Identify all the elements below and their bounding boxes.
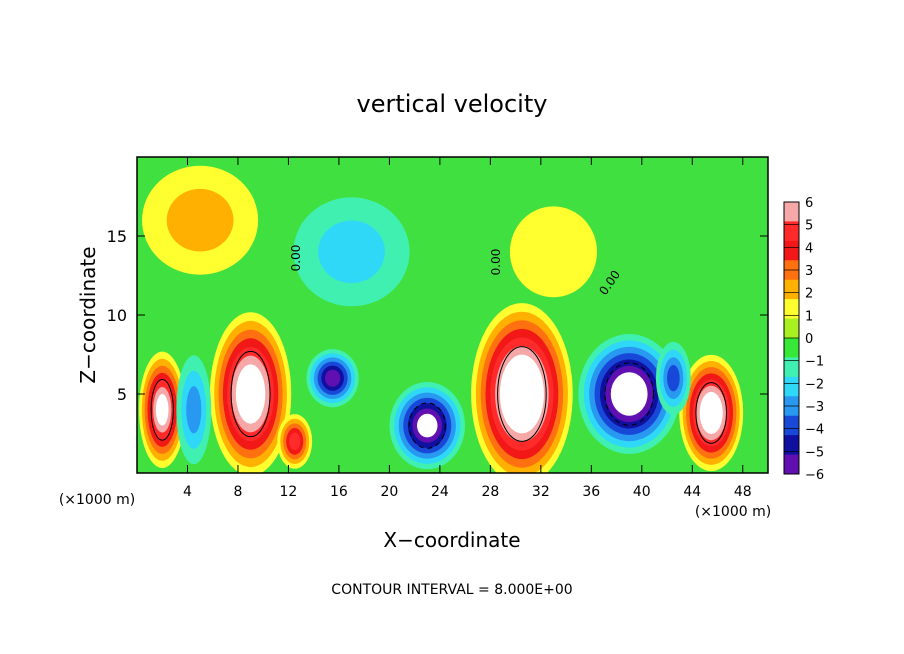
field-updraft-1-level-8 bbox=[240, 373, 261, 415]
colorbar-label: 4 bbox=[805, 241, 813, 256]
colorbar-swatch bbox=[784, 415, 799, 436]
colorbar-swatch bbox=[784, 202, 799, 222]
colorbar-swatch bbox=[784, 318, 799, 339]
y-tick-label: 5 bbox=[117, 385, 127, 404]
field-weak-11-level-2 bbox=[318, 220, 385, 284]
x-tick-label: 36 bbox=[582, 484, 600, 500]
colorbar-label: −6 bbox=[805, 468, 824, 483]
field-weak-12-level-2 bbox=[528, 225, 579, 278]
colorbar-label: −5 bbox=[805, 445, 824, 460]
colorbar-label: 3 bbox=[805, 264, 813, 279]
y-axis-label: Z−coordinate bbox=[76, 246, 100, 383]
x-tick-label: 48 bbox=[734, 484, 752, 500]
x-unit-right: (×1000 m) bbox=[695, 504, 771, 520]
y-tick-label: 15 bbox=[107, 227, 127, 246]
field-downdraft-6-level-7 bbox=[417, 413, 438, 438]
chart-title: vertical velocity bbox=[357, 90, 548, 118]
field-updraft-0-level-7 bbox=[155, 394, 169, 426]
colorbar-label: −2 bbox=[805, 377, 824, 392]
colorbar-swatch bbox=[784, 357, 799, 378]
contour-interval-note: CONTOUR INTERVAL = 8.000E+00 bbox=[331, 582, 572, 598]
x-tick-label: 40 bbox=[633, 484, 651, 500]
x-tick-label: 8 bbox=[233, 484, 242, 500]
contour-downdraft-7 bbox=[604, 362, 654, 426]
field-downdraft-8-level-3 bbox=[186, 386, 202, 434]
colorbar-swatch bbox=[784, 240, 799, 261]
colorbar-swatch bbox=[784, 454, 799, 475]
colorbar-label: 5 bbox=[805, 219, 813, 234]
field-updraft-3-level-9 bbox=[509, 371, 535, 417]
contour-updraft-4 bbox=[695, 382, 727, 444]
field-updraft-2-level-5 bbox=[289, 432, 301, 451]
contour-updraft-3 bbox=[497, 346, 547, 442]
x-tick-label: 12 bbox=[280, 484, 298, 500]
x-tick-label: 16 bbox=[330, 484, 348, 500]
field-weak-10-level-2 bbox=[166, 188, 234, 252]
colorbar: 6 5 4 3 2 1 0 −1 −2 −3 −4 −5 −6 bbox=[783, 196, 824, 483]
field-downdraft-7-level-8 bbox=[616, 378, 643, 410]
contour-label: 0.00 bbox=[289, 245, 303, 272]
field-downdraft-5-level-6 bbox=[324, 369, 341, 387]
y-tick-label: 10 bbox=[107, 306, 127, 325]
colorbar-label: −1 bbox=[805, 355, 824, 370]
colorbar-label: −3 bbox=[805, 400, 824, 415]
contour-downdraft-6 bbox=[408, 402, 446, 449]
contour-label: 0.00 bbox=[489, 249, 503, 276]
x-tick-label: 4 bbox=[183, 484, 192, 500]
colorbar-swatch bbox=[784, 376, 799, 397]
colorbar-swatch bbox=[784, 435, 799, 456]
colorbar-label: 2 bbox=[805, 287, 813, 302]
colorbar-swatch bbox=[784, 279, 799, 300]
x-axis-label: X−coordinate bbox=[383, 528, 520, 552]
x-tick-label: 20 bbox=[380, 484, 398, 500]
x-tick-label: 32 bbox=[532, 484, 550, 500]
contour-updraft-0 bbox=[150, 378, 174, 441]
colorbar-swatch bbox=[784, 221, 799, 242]
colorbar-label: 6 bbox=[805, 196, 813, 211]
colorbar-label: 0 bbox=[805, 332, 813, 347]
field-downdraft-9-level-4 bbox=[667, 365, 680, 392]
colorbar-swatch bbox=[784, 338, 799, 358]
contour-updraft-1 bbox=[230, 350, 271, 438]
x-unit-left: (×1000 m) bbox=[59, 492, 135, 508]
x-tick-label: 24 bbox=[431, 484, 449, 500]
x-tick-label: 44 bbox=[683, 484, 701, 500]
colorbar-swatch bbox=[784, 299, 799, 320]
x-tick-label: 28 bbox=[481, 484, 499, 500]
colorbar-label: −4 bbox=[805, 423, 824, 438]
colorbar-label: 1 bbox=[805, 309, 813, 324]
field-updraft-4-level-8 bbox=[703, 398, 720, 428]
